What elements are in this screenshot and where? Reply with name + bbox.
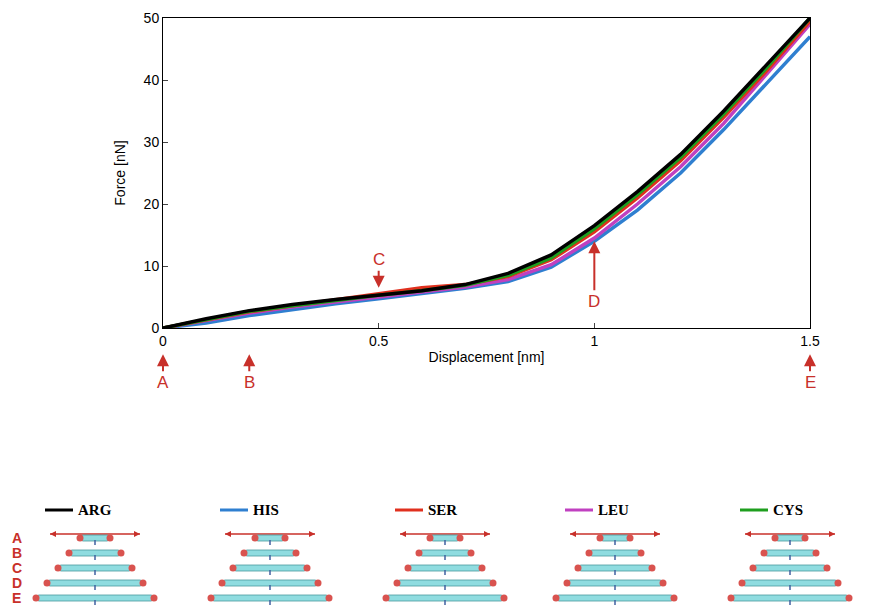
svg-text:D: D <box>588 292 600 311</box>
svg-text:1.5: 1.5 <box>800 333 820 349</box>
svg-text:SER: SER <box>428 502 457 518</box>
svg-text:E: E <box>12 590 21 606</box>
svg-text:0: 0 <box>159 333 167 349</box>
svg-text:C: C <box>12 560 22 576</box>
svg-text:Force [nN]: Force [nN] <box>112 140 128 205</box>
svg-text:0: 0 <box>151 320 159 336</box>
svg-text:50: 50 <box>144 10 160 26</box>
svg-text:A: A <box>157 373 169 392</box>
svg-text:ARG: ARG <box>78 502 112 518</box>
svg-text:20: 20 <box>144 196 160 212</box>
svg-text:D: D <box>12 575 22 591</box>
svg-text:0.5: 0.5 <box>369 333 389 349</box>
svg-text:30: 30 <box>144 134 160 150</box>
svg-text:C: C <box>373 250 385 269</box>
svg-text:10: 10 <box>144 258 160 274</box>
svg-text:E: E <box>805 373 816 392</box>
svg-text:CYS: CYS <box>773 502 803 518</box>
svg-text:HIS: HIS <box>253 502 279 518</box>
svg-text:B: B <box>12 545 22 561</box>
svg-text:40: 40 <box>144 72 160 88</box>
svg-text:1: 1 <box>590 333 598 349</box>
svg-text:Displacement [nm]: Displacement [nm] <box>429 349 545 365</box>
svg-text:B: B <box>244 373 255 392</box>
svg-text:LEU: LEU <box>598 502 629 518</box>
svg-text:A: A <box>12 530 22 546</box>
